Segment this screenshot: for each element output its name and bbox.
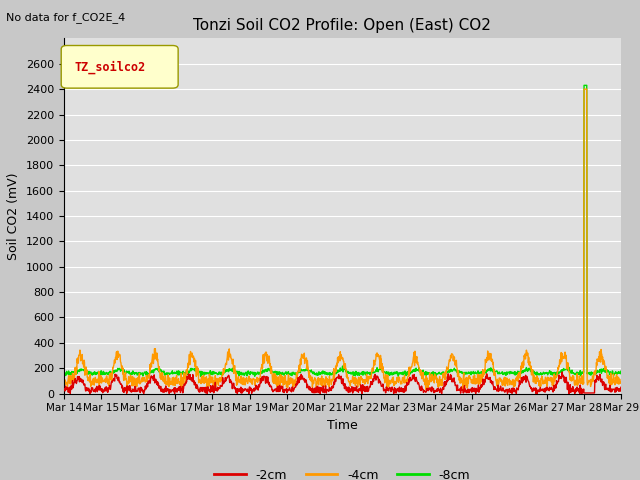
Title: Tonzi Soil CO2 Profile: Open (East) CO2: Tonzi Soil CO2 Profile: Open (East) CO2 [193,18,492,33]
Y-axis label: Soil CO2 (mV): Soil CO2 (mV) [8,172,20,260]
FancyBboxPatch shape [61,46,178,88]
Text: No data for f_CO2E_4: No data for f_CO2E_4 [6,12,125,23]
Legend: -2cm, -4cm, -8cm: -2cm, -4cm, -8cm [209,464,476,480]
X-axis label: Time: Time [327,419,358,432]
Text: TZ_soilco2: TZ_soilco2 [74,60,145,73]
